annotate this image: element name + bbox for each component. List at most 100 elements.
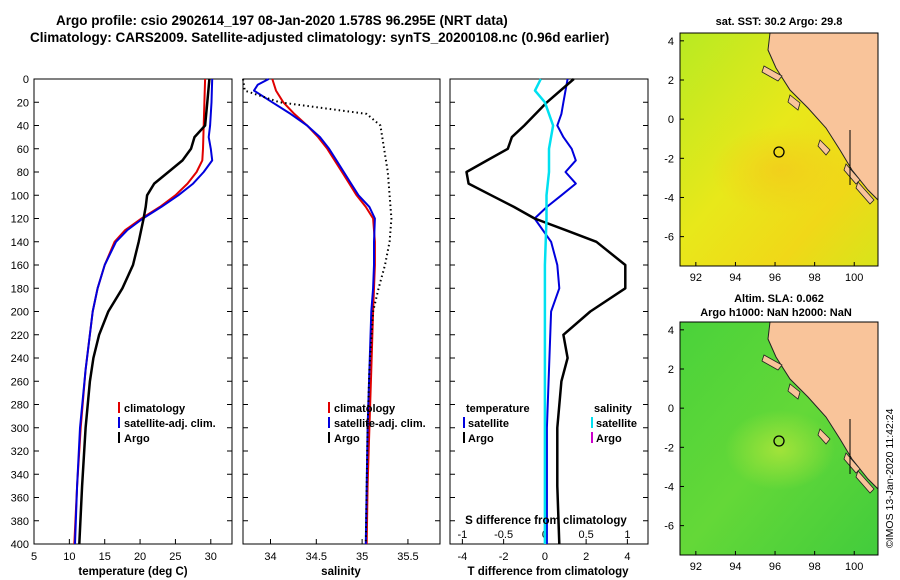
map-x-tick-label: 96 <box>769 272 781 284</box>
y-tick-label: 300 <box>11 423 29 435</box>
sipora-island <box>843 452 861 474</box>
legend-temperature-title: temperature <box>466 403 530 415</box>
legend-argo-label: Argo <box>334 433 360 445</box>
salinity-plot: 34 34.5 35 35.5 <box>242 78 440 563</box>
y-tick-label: 100 <box>11 190 29 202</box>
map-x-tick-label: 94 <box>729 561 741 573</box>
x-tick-label: 25 <box>169 551 181 563</box>
difference-plot: -4 -2 0 2 4-1 -0.5 0 0.5 1 <box>450 78 648 563</box>
x-top-tick-label: 0.5 <box>578 529 593 541</box>
simeulue-island <box>761 354 783 371</box>
map-y-tick-label: -4 <box>664 192 674 204</box>
x-top-tick-label: 1 <box>624 529 630 541</box>
sla-high-patch <box>725 410 835 490</box>
legend-t-satellite-label: satellite <box>468 418 509 430</box>
salinity-xlabel: salinity <box>321 566 361 578</box>
legend-satellite-label: satellite-adj. clim. <box>124 418 216 430</box>
sst-map-frame <box>679 32 879 267</box>
pagai-island <box>855 470 875 494</box>
y-tick-label: 280 <box>11 400 29 412</box>
legend-salinity-title: salinity <box>594 403 633 415</box>
pagai-island <box>855 181 875 205</box>
map-x-tick-label: 96 <box>769 561 781 573</box>
y-tick-label: 20 <box>17 97 29 109</box>
x-tick-label: 35.5 <box>397 551 418 563</box>
map-y-tick-label: -6 <box>664 232 674 244</box>
argo-float-marker <box>773 146 785 158</box>
x-tick-label: 5 <box>31 551 37 563</box>
x-tick-label: 34.5 <box>306 551 327 563</box>
series-line-argo <box>78 78 211 545</box>
legend-satellite-label: satellite-adj. clim. <box>334 418 426 430</box>
legend-s-satellite-label: satellite <box>596 418 637 430</box>
figure-title-line1: Argo profile: csio 2902614_197 08-Jan-20… <box>56 13 508 28</box>
map-y-tick-label: 2 <box>668 75 674 87</box>
x-tick-label: 35 <box>356 551 368 563</box>
y-tick-label: 400 <box>11 539 29 551</box>
map-y-tick-label: -2 <box>664 153 674 165</box>
figure-title-line2: Climatology: CARS2009. Satellite-adjuste… <box>30 30 609 45</box>
x-top-tick-label: -0.5 <box>494 529 513 541</box>
map-x-tick-label: 98 <box>809 561 821 573</box>
difference-top-xlabel: S difference from climatology <box>465 515 627 527</box>
series-line-s-satellite <box>533 78 555 544</box>
sla-map-title: Altim. SLA: 0.062 <box>734 293 824 305</box>
y-tick-label: 260 <box>11 376 29 388</box>
map-y-tick-label: 4 <box>668 36 674 48</box>
sst-map-title: sat. SST: 30.2 Argo: 29.8 <box>716 16 843 28</box>
x-tick-label: 0 <box>542 551 548 563</box>
sipora-island <box>843 163 861 185</box>
y-tick-label: 320 <box>11 446 29 458</box>
y-tick-label: 40 <box>17 121 29 133</box>
legend-argo-label: Argo <box>124 433 150 445</box>
map-y-tick-label: -2 <box>664 442 674 454</box>
y-tick-label: 140 <box>11 237 29 249</box>
nias-island <box>787 383 801 400</box>
y-tick-label: 200 <box>11 307 29 319</box>
legend-s-argo-label: Argo <box>596 433 622 445</box>
temperature-xlabel: temperature (deg C) <box>78 566 187 578</box>
map-y-tick-label: -6 <box>664 521 674 533</box>
y-tick-label: 160 <box>11 260 29 272</box>
sla-map <box>680 322 878 555</box>
siberut-island <box>817 428 831 445</box>
legend-t-argo-label: Argo <box>468 433 494 445</box>
x-tick-label: -4 <box>457 551 467 563</box>
argo-float-marker <box>773 435 785 447</box>
map-y-tick-label: 0 <box>668 114 674 126</box>
series-line-t-satellite <box>533 78 577 544</box>
y-tick-label: 240 <box>11 353 29 365</box>
nias-island <box>787 94 801 111</box>
map-x-tick-label: 92 <box>690 561 702 573</box>
x-tick-label: 15 <box>99 551 111 563</box>
map-x-tick-label: 98 <box>809 272 821 284</box>
sst-map-axes: 92 94 96 98 100 4 2 0 -2 -4 -6 <box>664 36 863 284</box>
series-line-satellite-adj-clim- <box>74 78 214 545</box>
x-tick-label: 10 <box>63 551 75 563</box>
map-x-tick-label: 100 <box>845 272 863 284</box>
series-line-satellite-adj-clim- <box>253 78 376 545</box>
series-line-climatology <box>271 78 376 545</box>
temperature-plot: 0 20 40 60 80 100 120 140 160 180 200 220 240 260 280 3… <box>11 74 232 563</box>
x-tick-label: 30 <box>205 551 217 563</box>
legend-climatology-label: climatology <box>334 403 396 415</box>
x-tick-label: 20 <box>134 551 146 563</box>
sla-map-axes: 92 94 96 98 100 4 2 0 -2 -4 -6 <box>664 325 863 573</box>
map-x-tick-label: 94 <box>729 272 741 284</box>
map-y-tick-label: -4 <box>664 481 674 493</box>
sst-warm-patch <box>710 125 850 215</box>
difference-xlabel: T difference from climatology <box>467 566 629 578</box>
legend-climatology-label: climatology <box>124 403 186 415</box>
y-tick-label: 180 <box>11 283 29 295</box>
y-tick-label: 60 <box>17 144 29 156</box>
y-tick-label: 80 <box>17 167 29 179</box>
series-line-climatology <box>73 78 207 545</box>
series-line-argo <box>242 78 393 545</box>
map-y-tick-label: 2 <box>668 364 674 376</box>
sla-map-frame <box>679 321 879 556</box>
sla-map-subtitle: Argo h1000: NaN h2000: NaN <box>700 307 852 319</box>
x-tick-label: 2 <box>583 551 589 563</box>
simeulue-island <box>761 65 783 82</box>
map-y-tick-label: 4 <box>668 325 674 337</box>
